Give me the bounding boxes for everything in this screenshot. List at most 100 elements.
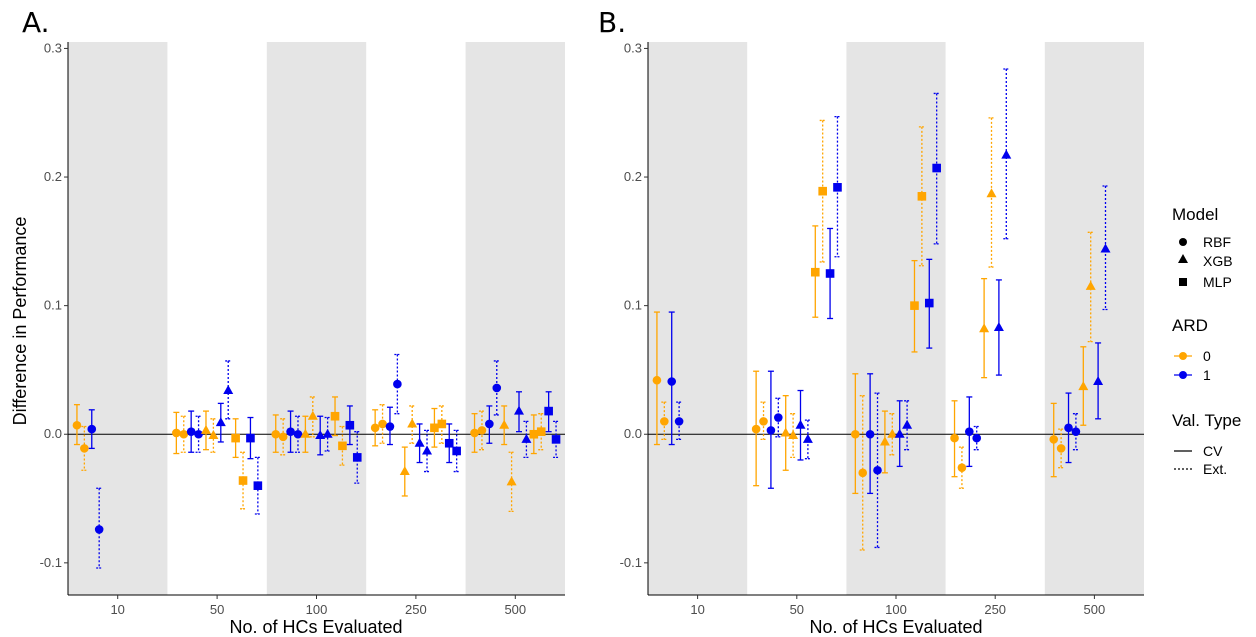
panel-b-xgb-ard1-ext-point: [802, 419, 813, 460]
panel-a-rbf-ard0-cv-point: [470, 413, 479, 453]
panel-a-mlp-ard1-cv-square-marker: [345, 420, 355, 430]
panel-a-rbf-ard1-cv-point: [286, 410, 295, 453]
panel-a-mlp-ard0-ext-point: [238, 451, 248, 510]
panel-a-xgb-ard0-ext-point: [407, 405, 418, 444]
legend-ard-0-label: 0: [1203, 348, 1211, 364]
panel-b-mlp-ard0-ext-point: [917, 126, 927, 267]
panel-a-xgb-ard1-cv-triangle-marker: [514, 405, 525, 415]
panel-a-rbf-ard0-cv-point: [370, 409, 380, 447]
panel-a-rbf-ard0-cv-circle-marker: [470, 428, 479, 438]
panel-a-rbf-ard0-ext-point: [179, 415, 189, 453]
panel-b-xgb-ard1-cv-point: [993, 279, 1004, 376]
panel-b-rbf-ard1-ext-point: [873, 392, 882, 549]
panel-a-x-axis-title: No. of HCs Evaluated: [229, 617, 402, 637]
panel-b-xgb-ard1-ext-triangle-marker: [802, 433, 813, 443]
panel-a-mlp-ard0-cv-point: [231, 418, 240, 459]
panel-b-xgb-ard1-ext-point: [1001, 68, 1012, 240]
panel-b-xgb-ard0-cv-triangle-marker: [780, 427, 791, 437]
panel-b-xgb-ard0-ext-point: [788, 413, 799, 459]
panel-a-xgb-ard1-ext-triangle-marker: [223, 385, 234, 395]
panel-b-mlp-ard1-cv-point: [825, 227, 835, 320]
panel-b-band-4: [1044, 42, 1144, 595]
panel-a-rbf-ard0-cv-circle-marker: [271, 429, 281, 439]
panel-b-x-tick-label: 500: [1084, 602, 1106, 617]
panel-a-mlp-ard0-ext-point: [338, 425, 347, 466]
panel-b-rbf-ard1-ext-point: [674, 401, 684, 441]
panel-b-mlp-ard0-cv-square-marker: [810, 267, 820, 277]
panel-b-y-tick-label: 0.2: [624, 169, 642, 184]
panel-a-rbf-ard0-ext-point: [378, 404, 387, 444]
panel-a-y-tick-label: -0.1: [40, 555, 62, 570]
panel-b-xgb-ard0-ext-triangle-marker: [788, 430, 799, 440]
panel-b-band-0: [648, 42, 748, 595]
panel-b-x-tick-label: 250: [984, 602, 1006, 617]
panel-a-mlp-ard0-ext-square-marker: [536, 427, 546, 436]
panel-b-rbf-ard1-ext-circle-marker: [972, 433, 982, 443]
panel-a-xgb-ard0-ext-point: [208, 418, 219, 453]
panel-a-x-tick-label: 10: [110, 602, 124, 617]
panel-a-xgb-ard1-ext-triangle-marker: [322, 428, 333, 438]
legend-ard-1-swatch: [1179, 371, 1187, 379]
panel-b-rbf-ard0-ext-point: [957, 446, 967, 489]
panel-a-rbf-ard1-ext-point: [492, 360, 502, 416]
panel-a-xgb-ard1-cv-triangle-marker: [414, 437, 425, 447]
panel-a-rbf-ard1-ext-circle-marker: [94, 525, 104, 534]
panel-a-xgb-ard1-ext-triangle-marker: [521, 433, 532, 443]
panel-b-mlp-ard0-cv-square-marker: [910, 301, 919, 310]
panel-b-rbf-ard1-ext-point: [774, 397, 783, 438]
panel-b-mlp-ard1-ext-point: [833, 115, 842, 258]
panel-a-rbf-ard1-ext-point: [393, 353, 402, 415]
panel-b-xgb-ard1-ext-point: [1100, 185, 1111, 311]
panel-a-xgb-ard0-cv-triangle-marker: [200, 424, 211, 434]
panel-a-xgb-ard0-cv-point: [300, 415, 311, 453]
panel-b-rbf-ard0-cv-circle-marker: [751, 424, 761, 434]
panel-a-xgb-ard1-ext-point: [422, 429, 433, 473]
panel-b-rbf-ard1-cv-point: [667, 311, 677, 446]
panel-a-x-tick-label: 250: [405, 602, 427, 617]
panel-a-mlp-ard0-cv-point: [529, 414, 539, 455]
panel-a-mlp-ard1-cv-square-marker: [444, 438, 454, 448]
panel-a-xgb-ard0-cv-triangle-marker: [499, 419, 510, 429]
panel-a-mlp-ard0-cv-point: [330, 396, 340, 437]
panel-b-x-axis-title: No. of HCs Evaluated: [809, 617, 982, 637]
panel-b-xgb-ard0-ext-point: [1085, 231, 1096, 343]
panel-b-xgb-ard1-cv-triangle-marker: [993, 322, 1004, 332]
panel-a-rbf-ard1-ext-point: [194, 415, 203, 453]
legend-ard-1: 1: [1174, 367, 1211, 383]
panel-b-mlp-ard1-cv-square-marker: [825, 269, 835, 278]
panel-a-mlp-ard1-ext-square-marker: [253, 481, 263, 490]
panel-b-xgb-ard1-cv-point: [1093, 342, 1104, 420]
panel-a-band-2: [266, 42, 367, 595]
panel-b-xgb-ard1-ext-point: [902, 400, 913, 451]
panel-a-rbf-ard1-ext-circle-marker: [393, 379, 402, 389]
panel-b-band-2: [846, 42, 946, 595]
panel-a-mlp-ard0-cv-square-marker: [330, 411, 340, 421]
panel-b-xgb-ard0-cv-point: [780, 395, 791, 471]
panel-b-xgb-ard1-ext-triangle-marker: [1001, 149, 1012, 159]
panel-a-xgb-ard0-ext-point: [506, 451, 517, 513]
panel-b-xgb-ard0-cv-point: [979, 277, 990, 379]
panel-a-rbf-ard1-cv-point: [87, 409, 97, 450]
panel-a-mlp-ard0-cv-point: [430, 407, 439, 448]
panel-a-rbf-ard0-cv-circle-marker: [370, 423, 380, 433]
panel-b-xgb-ard1-cv-point: [795, 389, 806, 461]
panel-b-y-tick-label: 0.0: [624, 426, 642, 441]
panel-b-mlp-ard0-cv-point: [810, 225, 820, 318]
panel-a-mlp-ard1-ext-square-marker: [452, 446, 461, 456]
panel-a-rbf-ard0-cv-point: [271, 414, 281, 453]
panel-a-xgb-ard0-ext-triangle-marker: [307, 410, 318, 420]
panel-b-xgb-ard1-cv-triangle-marker: [1093, 376, 1104, 386]
panel-a-x-tick-label: 100: [306, 602, 328, 617]
panel-a-xgb-ard0-cv-triangle-marker: [300, 428, 311, 438]
panel-b-rbf-ard0-ext-circle-marker: [858, 468, 868, 478]
panel-a-rbf-ard1-ext-circle-marker: [194, 429, 203, 439]
panel-b-mlp-ard1-cv-point: [924, 258, 934, 349]
panel-b-rbf-ard0-ext-circle-marker: [759, 417, 768, 426]
panel-b-xgb-ard1-cv-triangle-marker: [795, 419, 806, 429]
panel-b: -0.1 0.0 0.1 0.2 0.3 10 50 100 250 500 B. No. of …: [598, 6, 1144, 637]
panel-a-rbf-ard1-ext-point: [293, 415, 303, 453]
legend-model-rbf: RBF: [1179, 234, 1231, 250]
legend-square-icon: [1179, 278, 1187, 286]
panel-b-y-tick-label: 0.1: [624, 298, 642, 313]
